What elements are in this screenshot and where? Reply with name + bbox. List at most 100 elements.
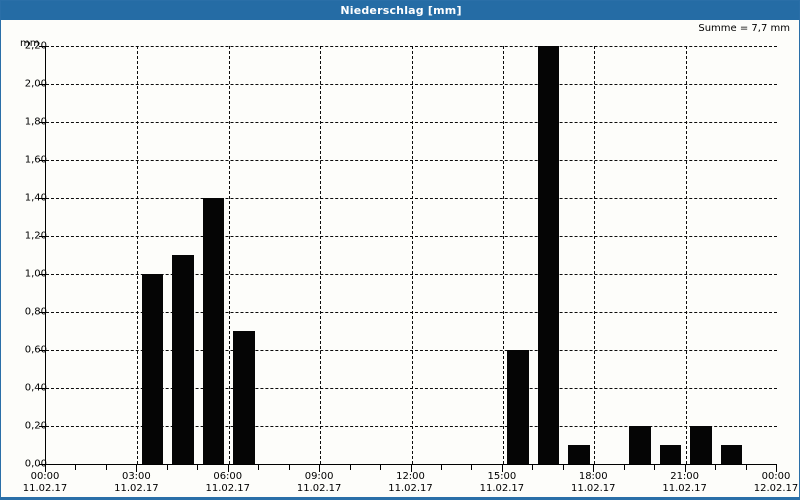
x-axis-tick-label: 21:00 11.02.17 bbox=[645, 471, 725, 495]
x-axis-tick-label: 09:00 11.02.17 bbox=[279, 471, 359, 495]
x-axis-tick-time: 06:00 bbox=[213, 471, 243, 482]
y-axis-tick-label: 0,00 bbox=[24, 458, 47, 470]
x-axis-tick-mark bbox=[227, 465, 229, 472]
x-axis-tick-label: 06:00 11.02.17 bbox=[188, 471, 268, 495]
x-axis-tick-mark bbox=[684, 465, 686, 472]
y-axis-tick-mark bbox=[39, 198, 45, 199]
y-axis-tick-mark bbox=[39, 122, 45, 123]
x-axis-tick-date: 11.02.17 bbox=[22, 483, 68, 494]
x-axis-tick-label: 03:00 11.02.17 bbox=[96, 471, 176, 495]
bottom-rule bbox=[1, 497, 799, 499]
gridline-vertical bbox=[411, 46, 413, 464]
x-axis-tick-label: 00:00 11.02.17 bbox=[5, 471, 85, 495]
x-axis-tick-mark bbox=[562, 465, 564, 470]
plot-inner bbox=[46, 46, 777, 464]
x-axis-tick-label: 18:00 11.02.17 bbox=[553, 471, 633, 495]
gridline-vertical bbox=[320, 46, 322, 464]
x-axis-tick-mark bbox=[745, 465, 747, 470]
y-axis-tick-mark bbox=[39, 464, 45, 465]
x-axis-tick-mark bbox=[349, 465, 351, 470]
gridline-vertical bbox=[685, 46, 687, 464]
y-axis-tick-label: 2,20 bbox=[24, 40, 47, 52]
y-axis-unit-label: mm bbox=[20, 38, 40, 49]
x-axis-tick-time: 00:00 bbox=[30, 471, 60, 482]
x-axis-tick-mark bbox=[715, 465, 717, 470]
x-axis-tick-mark bbox=[471, 465, 473, 470]
plot-area bbox=[45, 46, 777, 465]
x-axis-tick-label: 15:00 11.02.17 bbox=[462, 471, 542, 495]
x-axis-tick-mark bbox=[319, 465, 321, 472]
x-axis-tick-time: 18:00 bbox=[578, 471, 608, 482]
y-axis-tick-label: 1,60 bbox=[24, 154, 47, 166]
x-axis-tick-date: 11.02.17 bbox=[296, 483, 342, 494]
y-axis-tick-label: 0,80 bbox=[24, 306, 47, 318]
x-axis-tick-mark bbox=[440, 465, 442, 470]
x-axis-tick-date: 11.02.17 bbox=[570, 483, 616, 494]
window-title: Niederschlag [mm] bbox=[340, 4, 462, 17]
x-axis-tick-date: 12.02.17 bbox=[753, 483, 799, 494]
x-axis-tick-mark bbox=[776, 465, 777, 472]
x-axis-tick-time: 00:00 bbox=[761, 471, 791, 482]
x-axis-tick-mark bbox=[288, 465, 290, 470]
y-axis-tick-label: 1,40 bbox=[24, 192, 47, 204]
x-axis-tick-mark bbox=[623, 465, 625, 470]
x-axis-tick-time: 03:00 bbox=[121, 471, 151, 482]
x-axis-tick-date: 11.02.17 bbox=[479, 483, 525, 494]
x-axis-tick-mark bbox=[258, 465, 260, 470]
gridline-vertical bbox=[502, 46, 504, 464]
y-axis-tick-mark bbox=[39, 426, 45, 427]
y-axis-tick-mark bbox=[39, 274, 45, 275]
precipitation-bar bbox=[690, 426, 712, 464]
x-axis-tick-mark bbox=[380, 465, 382, 470]
y-axis-tick-mark bbox=[39, 84, 45, 85]
y-axis-tick-mark bbox=[39, 388, 45, 389]
y-axis-tick-label: 1,80 bbox=[24, 116, 47, 128]
y-axis-tick-label: 0,40 bbox=[24, 382, 47, 394]
precipitation-bar bbox=[172, 255, 194, 464]
y-axis-tick-label: 1,00 bbox=[24, 268, 47, 280]
y-axis-tick-label: 2,00 bbox=[24, 78, 47, 90]
x-axis-tick-mark bbox=[136, 465, 138, 472]
y-axis-tick-mark bbox=[39, 46, 45, 47]
x-axis-tick-date: 11.02.17 bbox=[388, 483, 433, 494]
x-axis-tick-mark bbox=[105, 465, 107, 470]
precipitation-bar bbox=[720, 445, 743, 464]
x-axis-tick-mark bbox=[654, 465, 656, 470]
sum-annotation: Summe = 7,7 mm bbox=[698, 23, 790, 34]
y-axis-tick-mark bbox=[39, 312, 45, 313]
x-axis-tick-date: 11.02.17 bbox=[205, 483, 251, 494]
y-axis-tick-mark bbox=[39, 160, 45, 161]
x-axis-tick-label: 12:00 11.02.17 bbox=[371, 471, 451, 495]
x-axis-tick-mark bbox=[410, 465, 412, 472]
x-axis-tick-time: 12:00 bbox=[396, 471, 425, 482]
x-axis-tick-mark bbox=[197, 465, 199, 470]
precipitation-bar bbox=[537, 46, 560, 464]
y-axis-tick-label: 1,20 bbox=[24, 230, 47, 242]
precipitation-bar bbox=[141, 274, 164, 464]
x-axis-tick-mark bbox=[532, 465, 534, 470]
y-axis-tick-mark bbox=[39, 236, 45, 237]
x-axis-tick-mark bbox=[45, 465, 46, 472]
x-axis-tick-time: 21:00 bbox=[670, 471, 700, 482]
y-axis-tick-label: 0,20 bbox=[24, 420, 47, 432]
gridline-vertical bbox=[228, 46, 230, 464]
x-axis-tick-label: 00:00 12.02.17 bbox=[736, 471, 799, 495]
x-axis-tick-time: 09:00 bbox=[304, 471, 334, 482]
precipitation-bar bbox=[202, 198, 225, 464]
y-axis-tick-mark bbox=[39, 350, 45, 351]
x-axis-tick-mark bbox=[75, 465, 77, 470]
gridline-vertical bbox=[594, 46, 596, 464]
precipitation-bar bbox=[629, 426, 651, 464]
x-axis-tick-mark bbox=[166, 465, 168, 470]
precipitation-bar bbox=[233, 331, 255, 464]
x-axis-tick-mark bbox=[593, 465, 595, 472]
x-axis-tick-time: 15:00 bbox=[487, 471, 517, 482]
precipitation-bar bbox=[659, 445, 682, 464]
gridline-vertical bbox=[137, 46, 139, 464]
x-axis-tick-date: 11.02.17 bbox=[114, 483, 159, 494]
x-axis-tick-mark bbox=[501, 465, 503, 472]
x-axis-tick-date: 11.02.17 bbox=[662, 483, 707, 494]
precipitation-bar bbox=[568, 445, 590, 464]
window-title-bar: Niederschlag [mm] bbox=[1, 1, 799, 20]
